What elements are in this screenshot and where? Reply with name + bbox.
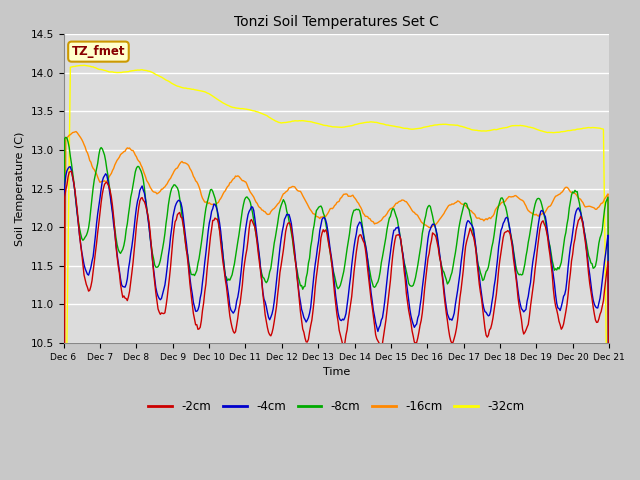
Text: TZ_fmet: TZ_fmet	[72, 45, 125, 58]
Title: Tonzi Soil Temperatures Set C: Tonzi Soil Temperatures Set C	[234, 15, 439, 29]
X-axis label: Time: Time	[323, 367, 350, 377]
Y-axis label: Soil Temperature (C): Soil Temperature (C)	[15, 132, 25, 246]
Legend: -2cm, -4cm, -8cm, -16cm, -32cm: -2cm, -4cm, -8cm, -16cm, -32cm	[143, 395, 529, 418]
